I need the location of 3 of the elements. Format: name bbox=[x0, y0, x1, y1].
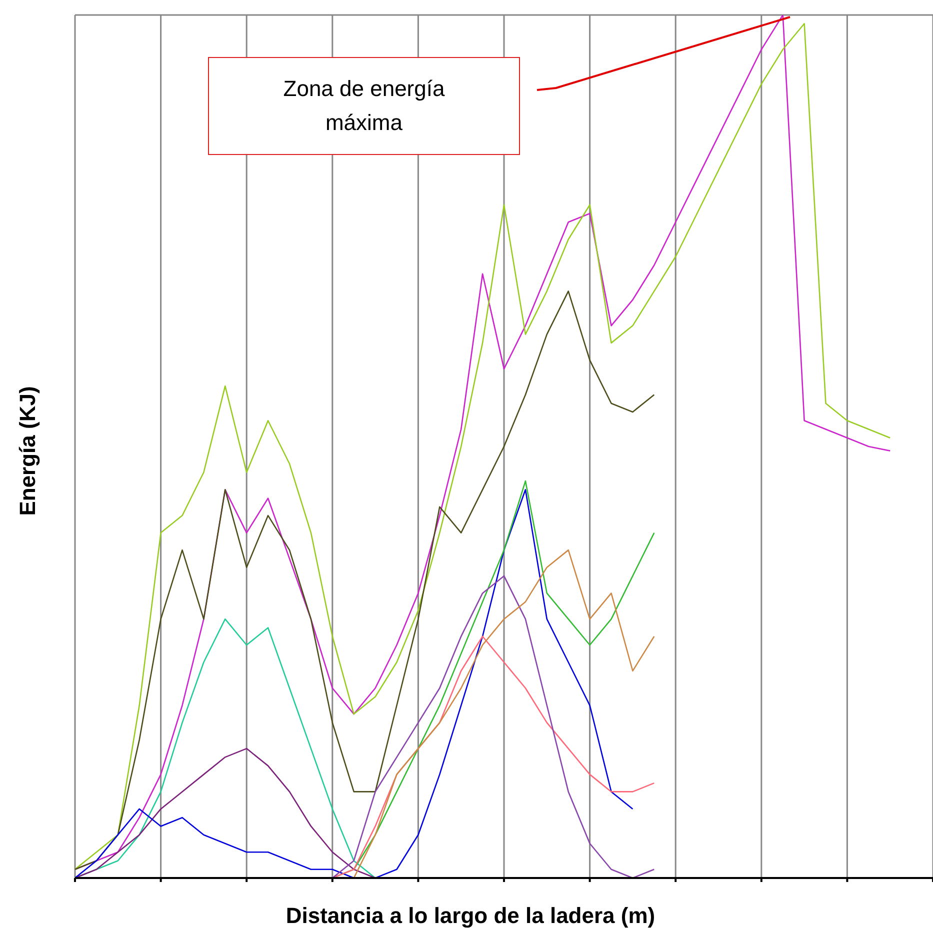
y-axis-title: Energía (KJ) bbox=[15, 385, 41, 518]
x-axis-title: Distancia a lo largo de la ladera (m) bbox=[284, 903, 656, 929]
callout-box: Zona de energía máxima bbox=[208, 57, 520, 155]
